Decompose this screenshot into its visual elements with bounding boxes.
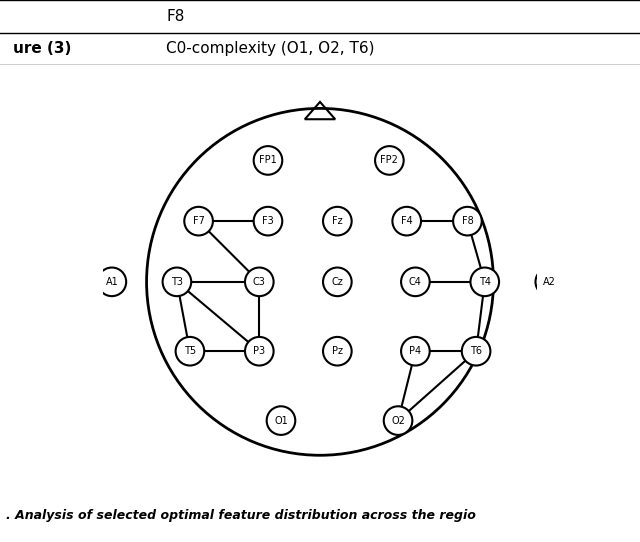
Circle shape — [253, 207, 282, 235]
Text: T5: T5 — [184, 346, 196, 356]
Text: T3: T3 — [171, 277, 183, 287]
Circle shape — [323, 268, 351, 296]
Text: P4: P4 — [410, 346, 422, 356]
Circle shape — [253, 146, 282, 175]
Circle shape — [401, 337, 429, 365]
Circle shape — [384, 406, 412, 435]
Circle shape — [163, 268, 191, 296]
Text: A2: A2 — [543, 277, 556, 287]
Text: ure (3): ure (3) — [13, 41, 71, 56]
Text: . Analysis of selected optimal feature distribution across the regio: . Analysis of selected optimal feature d… — [6, 509, 476, 522]
Circle shape — [323, 337, 351, 365]
Circle shape — [401, 268, 429, 296]
Text: Cz: Cz — [332, 277, 343, 287]
Circle shape — [536, 268, 564, 296]
Text: FP1: FP1 — [259, 156, 277, 165]
Circle shape — [267, 406, 295, 435]
Circle shape — [97, 268, 126, 296]
Text: C3: C3 — [253, 277, 266, 287]
Circle shape — [184, 207, 213, 235]
Circle shape — [462, 337, 490, 365]
Text: C4: C4 — [409, 277, 422, 287]
Circle shape — [453, 207, 482, 235]
Circle shape — [245, 268, 274, 296]
Text: F8: F8 — [166, 9, 185, 24]
Circle shape — [470, 268, 499, 296]
Text: F7: F7 — [193, 216, 205, 226]
Text: F4: F4 — [401, 216, 413, 226]
Text: T4: T4 — [479, 277, 491, 287]
Text: T6: T6 — [470, 346, 482, 356]
Text: FP2: FP2 — [380, 156, 398, 165]
Circle shape — [323, 207, 351, 235]
Circle shape — [175, 337, 204, 365]
Text: F8: F8 — [461, 216, 474, 226]
Circle shape — [375, 146, 404, 175]
Text: P3: P3 — [253, 346, 266, 356]
Text: O2: O2 — [391, 416, 405, 425]
Text: O1: O1 — [274, 416, 288, 425]
Text: F3: F3 — [262, 216, 274, 226]
Text: C0-complexity (O1, O2, T6): C0-complexity (O1, O2, T6) — [166, 41, 375, 56]
Circle shape — [392, 207, 421, 235]
Circle shape — [245, 337, 274, 365]
Text: Pz: Pz — [332, 346, 343, 356]
Text: Fz: Fz — [332, 216, 342, 226]
Text: A1: A1 — [106, 277, 118, 287]
